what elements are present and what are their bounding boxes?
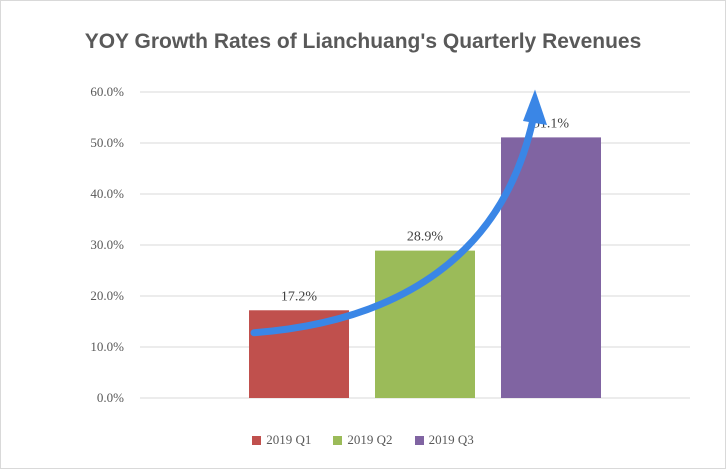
y-tick-label: 30.0% <box>90 237 124 252</box>
y-tick-label: 10.0% <box>90 339 124 354</box>
legend-swatch <box>252 435 262 445</box>
y-tick-label: 20.0% <box>90 288 124 303</box>
legend-label: 2019 Q2 <box>347 432 393 447</box>
bar-2019-q3 <box>501 137 601 398</box>
legend-item-q3: 2019 Q3 <box>414 432 474 448</box>
chart-title: YOY Growth Rates of Lianchuang's Quarter… <box>84 30 642 53</box>
data-label: 28.9% <box>407 230 444 245</box>
legend-item-q1: 2019 Q1 <box>252 432 311 448</box>
y-tick-label: 50.0% <box>90 135 124 150</box>
bar-2019-q2 <box>375 250 475 398</box>
legend: 2019 Q1 2019 Q2 2019 Q3 <box>0 432 726 448</box>
legend-item-q2: 2019 Q2 <box>333 432 393 448</box>
y-tick-label: 0.0% <box>97 390 124 405</box>
data-label: 17.2% <box>281 289 318 304</box>
y-tick-label: 60.0% <box>90 84 124 99</box>
legend-swatch <box>333 435 343 445</box>
legend-label: 2019 Q1 <box>266 432 312 447</box>
trend-arrow-shaft <box>250 111 538 337</box>
legend-label: 2019 Q3 <box>428 432 474 447</box>
legend-swatch <box>414 435 424 445</box>
y-tick-label: 40.0% <box>90 186 124 201</box>
trend-arrow-head <box>523 89 547 125</box>
